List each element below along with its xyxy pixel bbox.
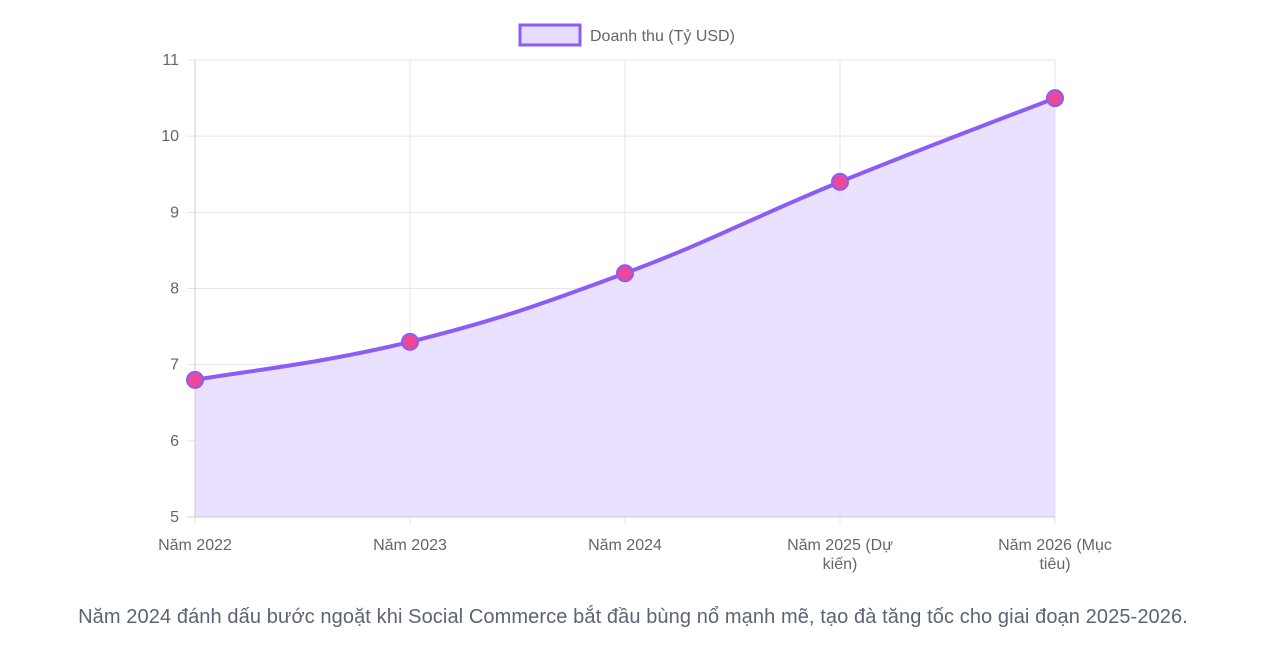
y-tick-label: 7 [170,357,179,374]
x-tick-label-line: kiến) [823,556,858,573]
data-point [186,370,204,389]
area-layer [195,98,1055,517]
chart-caption: Năm 2024 đánh dấu bước ngoặt khi Social … [78,606,1188,628]
point-layer [186,89,1064,389]
x-tick-label-line: tiêu) [1039,556,1070,573]
y-tick-label: 10 [161,128,179,145]
chart-container: 5 6 7 8 9 10 11 Năm 2022 Năm 2023 Năm 2024 Năm 202… [158,23,1112,573]
data-point [401,332,419,351]
legend-swatch [518,23,582,47]
legend[interactable]: Doanh thu (Tỷ USD) [518,23,735,47]
data-point [831,172,849,191]
data-point [616,264,634,283]
x-tick-label: Năm 2026 (Mục tiêu) [998,537,1112,573]
x-tick-label-line: Năm 2023 [373,537,447,554]
y-tick-label: 8 [170,281,179,298]
revenue-line-chart: 5 6 7 8 9 10 11 Năm 2022 Năm 2023 Năm 2024 Năm 202… [158,23,1112,573]
y-tick-label: 11 [162,52,179,69]
x-tick-label: Năm 2023 [373,537,447,554]
label-layer: 5 6 7 8 9 10 11 Năm 2022 Năm 2023 Năm 2024 Năm 202… [158,52,1112,573]
x-tick-label: Năm 2025 (Dự kiến) [787,537,893,573]
axis-layer [187,60,1055,518]
y-tick-label: 6 [170,433,179,450]
x-tick-label-line: Năm 2025 (Dự [787,537,893,554]
x-tick-label-line: Năm 2022 [158,537,232,554]
x-tick-label-line: Năm 2026 (Mục [998,537,1112,554]
x-tick-label: Năm 2024 [588,537,662,554]
y-tick-label: 9 [170,204,179,221]
series-area-fill [195,98,1055,517]
x-tick-label-line: Năm 2024 [588,537,662,554]
data-point [1046,89,1064,108]
x-tick-label: Năm 2022 [158,537,232,554]
legend-label: Doanh thu (Tỷ USD) [590,28,735,45]
y-tick-label: 5 [170,509,179,526]
